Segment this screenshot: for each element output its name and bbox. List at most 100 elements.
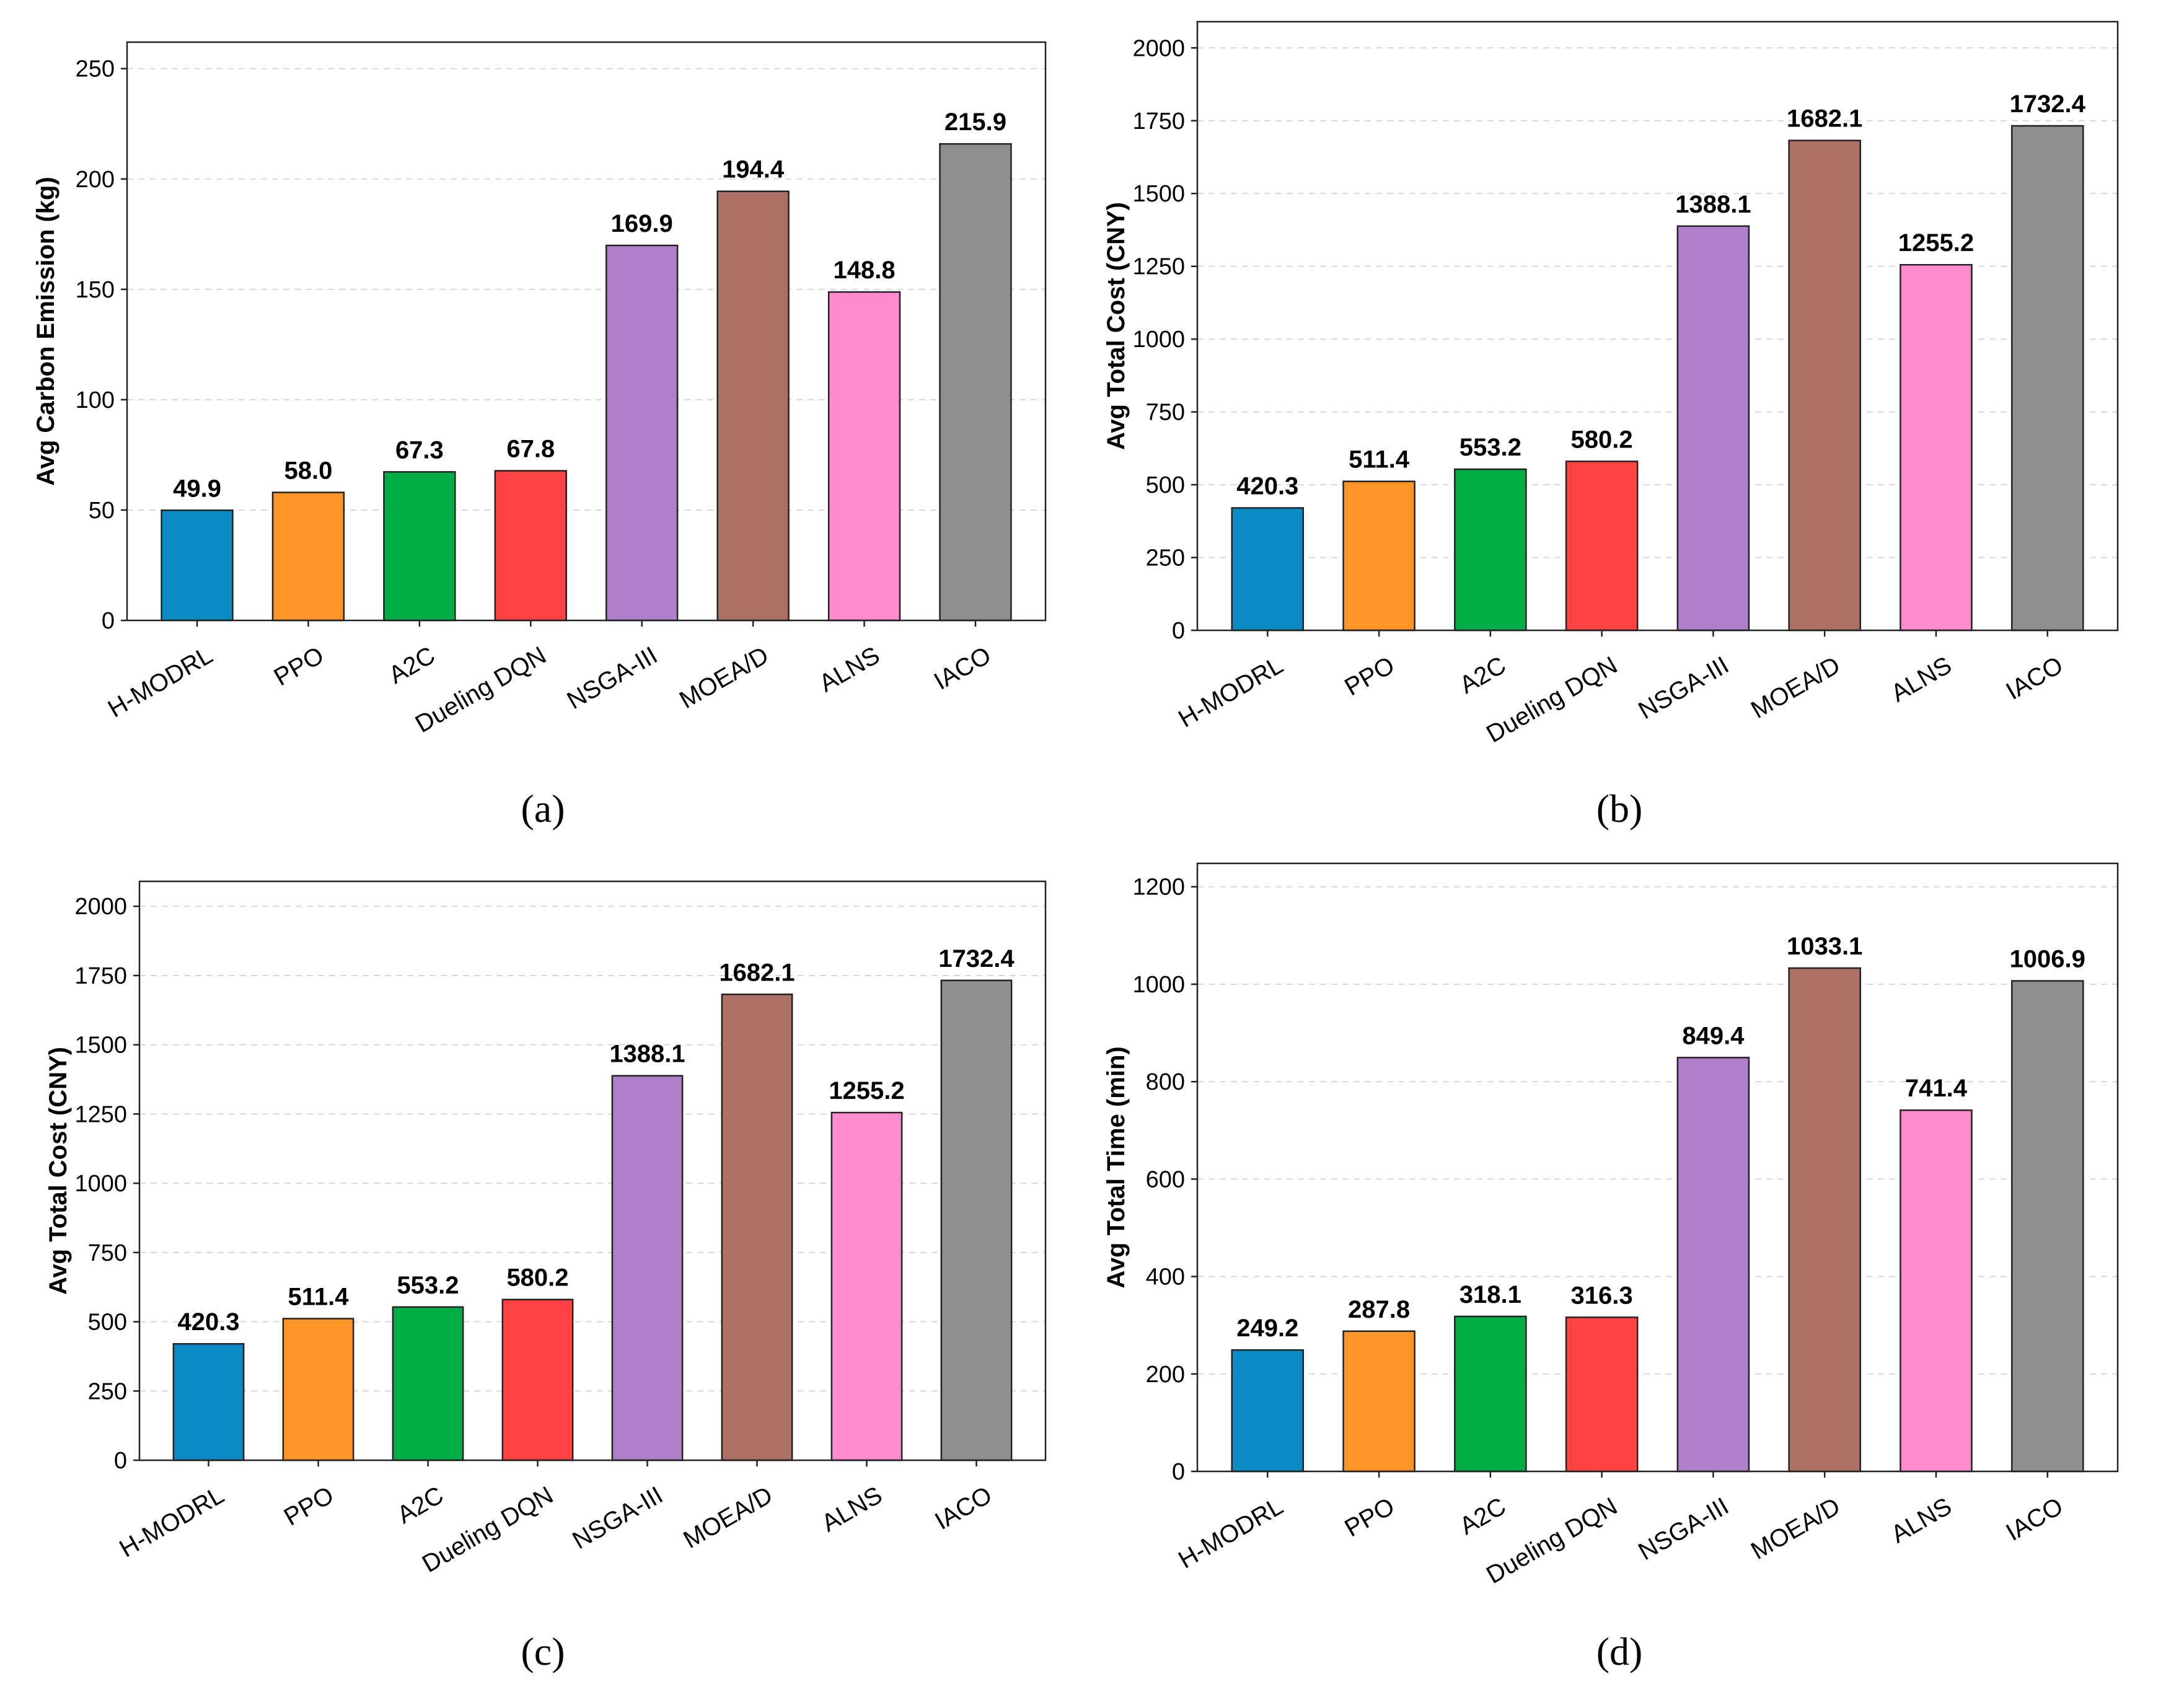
category-label-b-7: IACO	[2002, 651, 2068, 705]
value-label-d-6: 741.4	[1905, 1075, 1968, 1102]
y-tick-label-a-2: 100	[76, 387, 115, 413]
y-tick-label-d-3: 600	[1146, 1166, 1185, 1192]
category-label-c-5: MOEA/D	[679, 1481, 777, 1554]
value-label-a-3: 67.8	[506, 436, 555, 463]
y-tick-label-c-3: 750	[88, 1240, 127, 1266]
value-label-a-6: 148.8	[833, 257, 895, 284]
value-label-c-2: 553.2	[397, 1272, 459, 1299]
y-tick-label-a-1: 50	[89, 498, 115, 524]
value-label-b-4: 1388.1	[1675, 191, 1751, 218]
category-label-a-0: H-MODRL	[103, 641, 218, 723]
y-tick-label-c-5: 1250	[74, 1101, 127, 1127]
bar-b-2	[1454, 468, 1527, 632]
y-tick-label-d-5: 1000	[1132, 972, 1185, 998]
y-tick-label-b-7: 1750	[1132, 108, 1185, 134]
y-tick-label-b-4: 1000	[1132, 327, 1185, 353]
value-label-d-4: 849.4	[1682, 1022, 1745, 1049]
value-label-b-3: 580.2	[1571, 426, 1633, 453]
y-axis-label-c: Avg Total Cost (CNY)	[45, 1047, 72, 1295]
category-label-b-2: A2C	[1455, 651, 1510, 699]
bar-c-7	[940, 979, 1013, 1461]
category-label-d-7: IACO	[2002, 1492, 2068, 1546]
category-label-a-6: ALNS	[815, 641, 884, 697]
category-label-d-6: ALNS	[1887, 1492, 1956, 1548]
value-label-c-3: 580.2	[506, 1264, 568, 1292]
y-tick-label-d-0: 0	[1172, 1459, 1185, 1485]
value-label-b-5: 1682.1	[1787, 105, 1862, 133]
plot-frame-d	[1196, 862, 2119, 1473]
y-tick-label-c-1: 250	[88, 1378, 127, 1404]
bar-c-6	[830, 1111, 903, 1461]
caption-a-text: (a)	[521, 787, 565, 831]
chart-c-svg: 420.3H-MODRL511.4PPO553.2A2C580.2Dueling…	[45, 880, 1047, 1578]
y-tick-label-c-6: 1500	[74, 1033, 127, 1059]
y-tick-label-c-7: 1750	[74, 963, 127, 989]
chart-panel-d: 249.2 H-MODRL 287.8 PPO 318.1 A2C 316.3 Dueling…	[1092, 842, 2184, 1684]
value-label-a-4: 169.9	[611, 210, 673, 237]
bar-d-1	[1342, 1330, 1416, 1473]
chart-b-svg: 420.3H-MODRL511.4PPO553.2A2C580.2Dueling…	[1103, 20, 2119, 748]
bar-a-4	[605, 244, 679, 622]
value-label-b-0: 420.3	[1236, 473, 1298, 500]
chart-panel-c: 420.3 H-MODRL 511.4 PPO 553.2 A2C 580.2 Dueling…	[0, 842, 1092, 1684]
category-label-d-2: A2C	[1455, 1492, 1510, 1540]
y-tick-label-b-1: 250	[1146, 545, 1185, 571]
category-label-c-0: H-MODRL	[115, 1481, 229, 1563]
value-label-c-4: 1388.1	[609, 1041, 685, 1068]
category-label-d-0: H-MODRL	[1174, 1492, 1288, 1574]
category-label-d-1: PPO	[1340, 1492, 1399, 1542]
chart-panel-b: 420.3 H-MODRL 511.4 PPO 553.2 A2C 580.2 Dueling…	[1092, 0, 2184, 842]
value-label-c-6: 1255.2	[829, 1077, 904, 1104]
category-label-a-7: IACO	[930, 641, 996, 695]
y-tick-label-c-4: 1000	[74, 1171, 127, 1197]
value-label-d-2: 318.1	[1460, 1281, 1521, 1308]
bar-b-6	[1900, 263, 1973, 632]
value-label-d-0: 249.2	[1236, 1315, 1298, 1342]
y-tick-label-a-5: 250	[76, 56, 115, 82]
y-tick-label-b-8: 2000	[1132, 35, 1185, 61]
value-label-a-0: 49.9	[173, 475, 221, 502]
value-label-b-2: 553.2	[1460, 434, 1521, 461]
y-tick-label-a-3: 150	[76, 277, 115, 303]
value-label-b-1: 511.4	[1349, 446, 1410, 474]
value-label-d-5: 1033.1	[1787, 933, 1862, 960]
value-label-b-7: 1732.4	[2010, 90, 2086, 118]
chart-panel-a: 49.9 H-MODRL 58.0 PPO 67.3 A2C 67.8 Dueling DQN…	[0, 0, 1092, 842]
bar-d-5	[1788, 967, 1861, 1473]
y-tick-label-d-6: 1200	[1132, 875, 1185, 901]
caption-b: (b)	[1564, 786, 1675, 832]
category-label-c-1: PPO	[280, 1481, 338, 1531]
value-label-c-5: 1682.1	[719, 959, 795, 986]
y-axis-label-b: Avg Total Cost (CNY)	[1103, 202, 1130, 450]
bar-d-7	[2010, 980, 2084, 1473]
bar-a-1	[271, 492, 345, 622]
category-label-b-0: H-MODRL	[1174, 651, 1288, 733]
value-label-a-7: 215.9	[944, 108, 1006, 136]
value-label-d-1: 287.8	[1348, 1296, 1410, 1323]
caption-c-text: (c)	[521, 1629, 565, 1673]
value-label-b-6: 1255.2	[1898, 229, 1974, 257]
bar-d-2	[1454, 1315, 1527, 1473]
y-tick-label-a-0: 0	[102, 608, 115, 634]
bar-b-0	[1231, 507, 1305, 632]
bar-c-0	[172, 1342, 245, 1461]
y-tick-label-d-2: 400	[1146, 1264, 1185, 1290]
category-label-b-4: NSGA-III	[1634, 651, 1733, 725]
value-label-d-7: 1006.9	[2010, 946, 2085, 973]
value-label-c-1: 511.4	[288, 1283, 350, 1310]
bar-a-7	[939, 143, 1012, 622]
value-label-c-7: 1732.4	[938, 945, 1015, 972]
bar-a-6	[827, 291, 901, 622]
category-label-a-1: PPO	[270, 641, 328, 691]
bar-b-1	[1342, 480, 1416, 632]
bar-a-0	[161, 509, 234, 622]
category-label-c-7: IACO	[930, 1481, 997, 1535]
y-tick-label-b-2: 500	[1146, 472, 1185, 498]
bar-c-5	[721, 994, 793, 1461]
category-label-a-5: MOEA/D	[675, 641, 773, 714]
y-tick-label-c-0: 0	[114, 1448, 127, 1474]
value-label-c-0: 420.3	[177, 1308, 239, 1336]
category-label-a-2: A2C	[384, 641, 439, 689]
y-axis-label-a: Avg Carbon Emission (kg)	[32, 177, 59, 486]
